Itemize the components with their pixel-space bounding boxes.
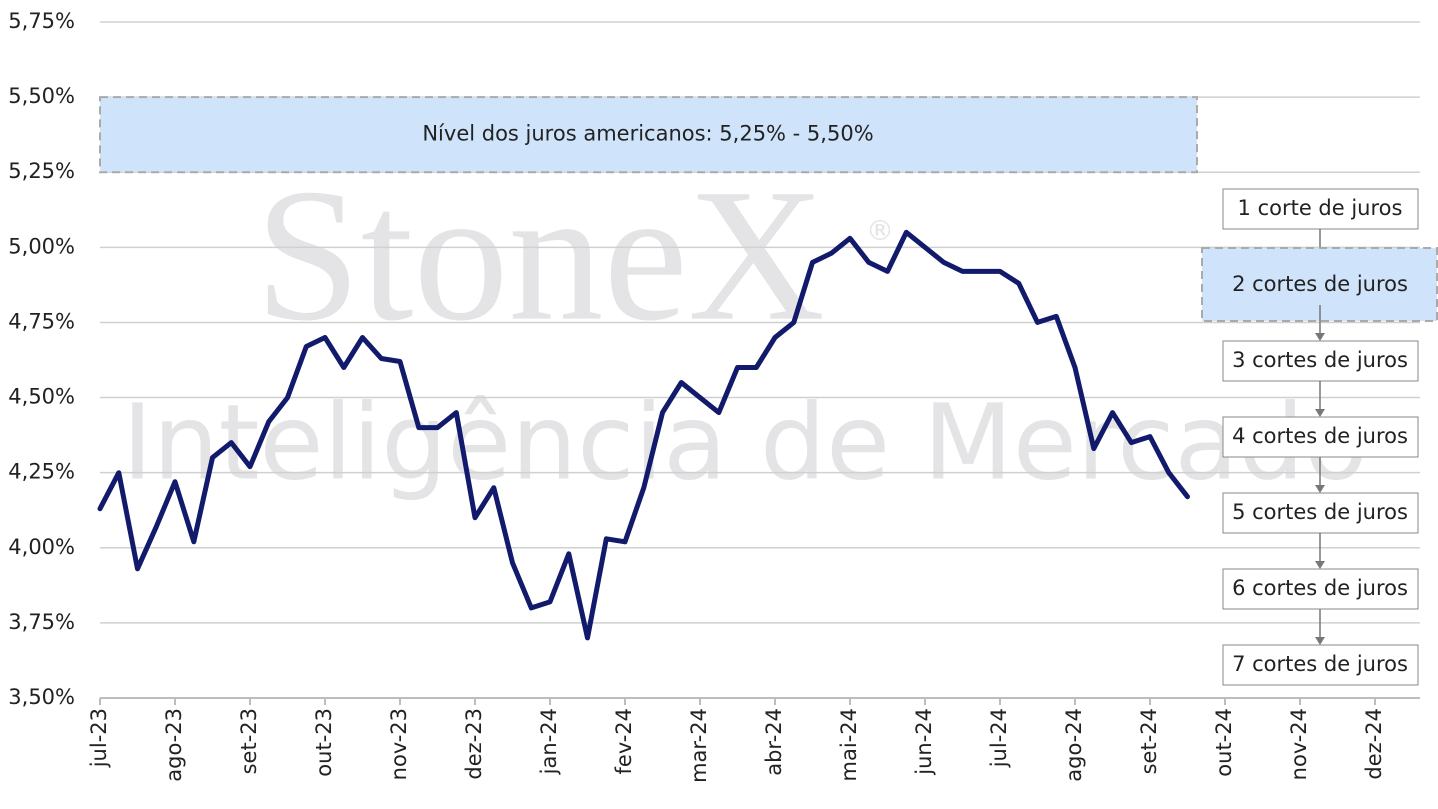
y-tick-label: 3,75%: [8, 610, 75, 634]
y-tick-label: 5,25%: [8, 159, 75, 183]
line: [97, 229, 1190, 641]
arrow-head: [1315, 637, 1325, 645]
scenario-box: [1222, 644, 1419, 686]
x-tick-label: dez-23: [462, 708, 486, 780]
scenario-label: 2 cortes de juros: [1232, 272, 1408, 296]
x-tick-label: abr-24: [762, 708, 786, 776]
scenario-label: 3 cortes de juros: [1232, 348, 1408, 372]
arrow-head: [1315, 561, 1325, 569]
scenario-box: [1222, 340, 1419, 382]
y-tick-label: 4,50%: [8, 385, 75, 409]
band-label: Nível dos juros americanos: 5,25% - 5,50…: [422, 122, 873, 146]
band: [99, 96, 1198, 174]
scenario-box: [1222, 568, 1419, 610]
watermark-brand: StoneX: [255, 151, 825, 361]
y-tick-label: 4,00%: [8, 535, 75, 559]
x-tick-label: fev-24: [612, 708, 636, 774]
y-tick-label: 4,75%: [8, 309, 75, 333]
y-tick-label: 5,50%: [8, 84, 75, 108]
x-tick-label: jul-24: [987, 708, 1011, 768]
x-tick-label: jul-23: [87, 708, 111, 768]
arrow-head: [1315, 485, 1325, 493]
x-tick-label: jan-24: [537, 708, 561, 775]
x-tick-label: nov-24: [1287, 708, 1311, 780]
scenario-box: [1222, 188, 1419, 230]
arrow-head: [1315, 409, 1325, 417]
scenario-label: 4 cortes de juros: [1232, 424, 1408, 448]
x-tick-label: out-23: [312, 708, 336, 777]
x-tick-label: nov-23: [387, 708, 411, 780]
y-tick-label: 3,50%: [8, 685, 75, 709]
scenario-box: [1222, 416, 1419, 458]
y-tick-label: 5,75%: [8, 9, 75, 33]
y-tick-label: 4,25%: [8, 460, 75, 484]
scenario-label: 5 cortes de juros: [1232, 500, 1408, 524]
scenario-label: 6 cortes de juros: [1232, 576, 1408, 600]
watermark-tagline: Inteligência de Mercado: [122, 381, 1368, 503]
x-tick-label: ago-24: [1062, 708, 1086, 782]
scenario-label: 1 corte de juros: [1238, 196, 1403, 220]
x-tick-label: jun-24: [912, 708, 936, 776]
x-tick-label: dez-24: [1362, 708, 1386, 780]
x-tick-label: mar-24: [687, 708, 711, 783]
x-tick-label: ago-23: [162, 708, 186, 782]
arrow-head: [1315, 333, 1325, 341]
x-tick-label: mai-24: [837, 708, 861, 781]
x-tick-label: out-24: [1212, 708, 1236, 777]
y-tick-label: 5,00%: [8, 234, 75, 258]
watermark-mark: ®: [866, 214, 894, 247]
x-tick-label: set-23: [237, 708, 261, 774]
scenario-label: 7 cortes de juros: [1232, 652, 1408, 676]
x-tick-label: set-24: [1137, 708, 1161, 774]
